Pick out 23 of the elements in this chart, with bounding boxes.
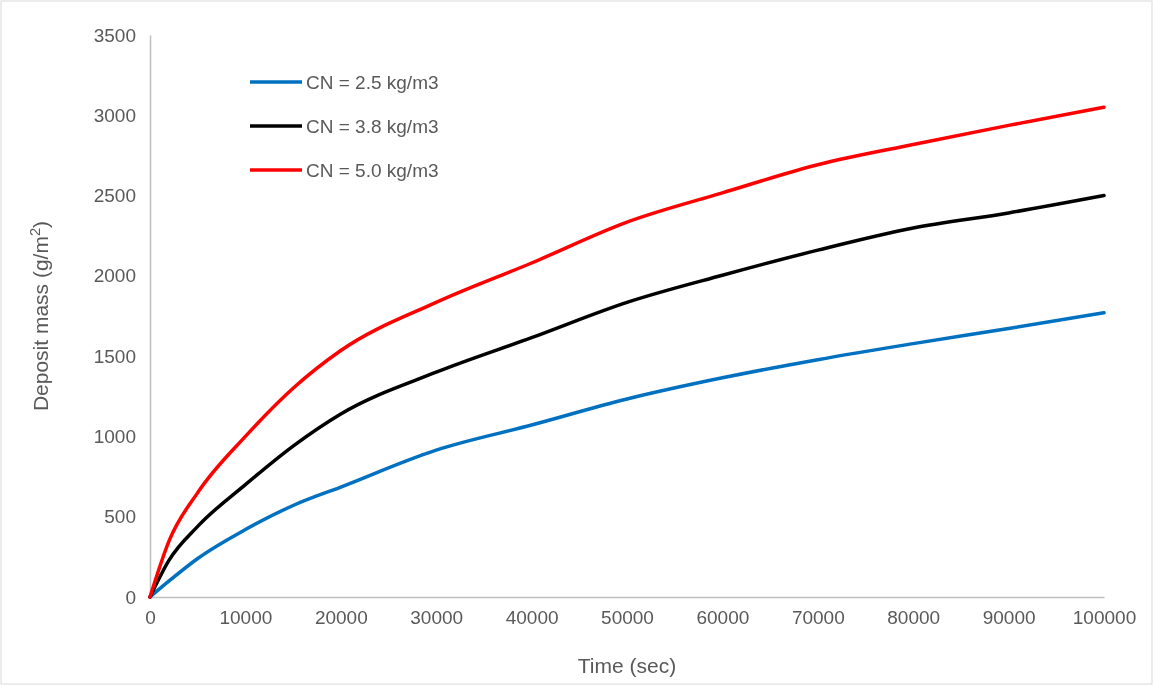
- x-tick-label: 90000: [982, 607, 1036, 629]
- y-tick-label: 2000: [93, 265, 136, 287]
- x-tick-label: 60000: [696, 607, 750, 629]
- x-tick-label: 50000: [601, 607, 654, 629]
- x-tick-label: 30000: [410, 607, 464, 629]
- y-tick-label: 3000: [93, 104, 136, 126]
- legend-label: CN = 5.0 kg/m3: [306, 160, 439, 181]
- y-tick-label: 500: [104, 506, 136, 528]
- y-tick-label: 0: [125, 586, 136, 608]
- y-tick-label: 2500: [93, 185, 136, 207]
- legend-label: CN = 2.5 kg/m3: [306, 72, 439, 93]
- y-tick-label: 3500: [93, 24, 136, 46]
- legend-label: CN = 3.8 kg/m3: [306, 116, 439, 137]
- x-tick-label: 10000: [219, 607, 273, 629]
- x-tick-label: 80000: [887, 607, 941, 629]
- y-tick-label: 1000: [93, 426, 136, 448]
- y-tick-label: 1500: [93, 345, 136, 367]
- x-axis-title: Time (sec): [577, 654, 677, 677]
- x-tick-label: 100000: [1072, 607, 1137, 629]
- x-tick-label: 0: [145, 607, 156, 629]
- x-tick-label: 20000: [314, 607, 368, 629]
- x-tick-label: 70000: [791, 607, 845, 629]
- x-tick-label: 40000: [505, 607, 559, 629]
